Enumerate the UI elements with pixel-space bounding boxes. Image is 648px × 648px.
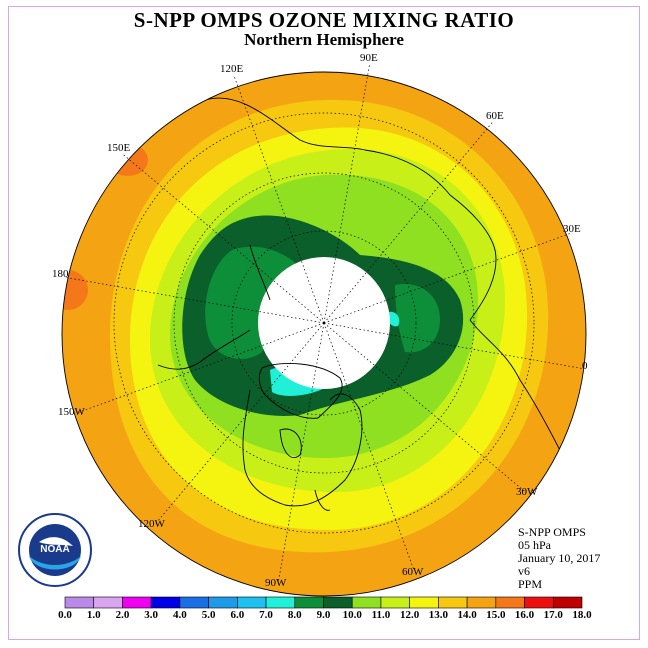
lon-label-90w: 90W [265,577,287,589]
field-cyan-8b [387,311,400,327]
colorbar-tick: 3.0 [144,609,159,621]
lon-label-90e: 90E [360,52,378,64]
lon-label-60w: 60W [402,566,424,578]
colorbar-tick: 16.0 [514,609,535,621]
coast-hudson [279,428,302,459]
colorbar-tick: 11.0 [371,609,391,621]
colorbar-swatch [552,596,583,609]
colorbar-tick: 9.0 [316,609,331,621]
lon-label-30e: 30E [563,223,581,235]
globe-outline [61,71,587,597]
colorbar-swatch [524,596,554,609]
colorbar-tick-labels: 0.0 1.0 2.0 3.0 4.0 5.0 6.0 7.0 8.0 9.0 10.0 11.0 12… [0,609,648,623]
noaa-logo-icon: NOAA [18,513,92,587]
figure-frame [8,6,640,640]
colorbar-swatch [495,596,525,609]
colorbar-tick: 15.0 [486,609,506,621]
lon-label-150e: 150E [107,142,131,154]
colorbar-tick: 14.0 [457,609,477,621]
colorbar-swatch [64,596,95,609]
info-date: January 10, 2017 [518,551,601,565]
colorbar-swatch [122,596,152,609]
coast-kamchatka [249,244,271,301]
lon-label-180: 180 [52,268,69,280]
colorbar-swatch [323,596,353,609]
lon-label-30w: 30W [516,486,538,498]
info-units: PPM [518,577,543,591]
colorbar-swatch [294,596,324,609]
colorbar-swatch [351,596,382,609]
colorbar-tick: 6.0 [230,609,245,621]
colorbar-swatch [265,596,296,609]
map-title: S-NPP OMPS OZONE MIXING RATIO [133,8,515,32]
coast-eurasia-north [204,97,497,321]
colorbar-swatch [179,596,209,609]
lon-label-0: 0 [582,360,588,372]
noaa-logo-text: NOAA [40,544,69,555]
lon-label-120w: 120W [138,518,165,530]
coast-greenland [258,363,343,419]
coast-florida [314,489,331,511]
colorbar-swatch [380,596,410,609]
colorbar-tick: 17.0 [543,609,563,621]
colorbar-swatch [466,596,497,609]
colorbar-tick: 18.0 [572,609,592,621]
graticule [65,64,583,582]
colorbar-swatch [150,596,181,609]
field-band-9b [395,284,440,353]
field-band-9 [205,246,300,359]
colorbar-swatch [93,596,123,609]
info-level: 05 hPa [518,538,551,552]
colorbar-tick: 1.0 [86,609,101,621]
colorbar-swatch [409,596,439,609]
colorbar-tick: 7.0 [259,609,273,621]
map-subtitle: Northern Hemisphere [244,30,404,49]
lon-label-120e: 120E [220,63,244,75]
colorbar-swatch [438,596,468,609]
field-hot-180 [62,270,88,310]
colorbar-swatch [208,596,238,609]
colorbar-tick: 0.0 [58,609,72,621]
colorbar-tick: 13.0 [428,609,448,621]
lon-label-150w: 150W [58,406,85,418]
info-version: v6 [518,564,530,578]
colorbar-tick: 2.0 [115,609,130,621]
info-instrument: S-NPP OMPS [518,525,586,539]
colorbar-swatch [237,596,267,609]
lon-label-60e: 60E [486,110,504,122]
colorbar-tick: 10.0 [342,609,362,621]
colorbar-tick: 12.0 [400,609,420,621]
colorbar-tick: 4.0 [173,609,187,621]
coast-alaska [157,329,251,370]
colorbar-tick: 8.0 [287,609,302,621]
colorbar-tick: 5.0 [201,609,216,621]
coast-north-america [242,389,363,507]
info-block: S-NPP OMPS 05 hPa January 10, 2017 v6 PP… [518,526,600,591]
